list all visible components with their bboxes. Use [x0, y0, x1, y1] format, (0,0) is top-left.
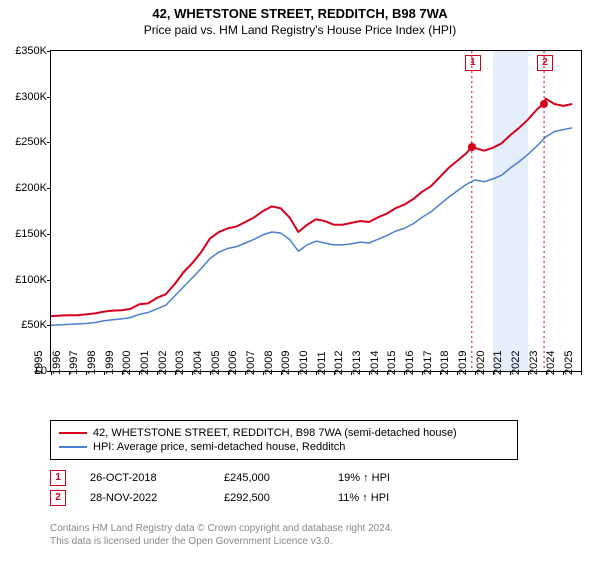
x-tick-label: 1996 [51, 351, 63, 375]
y-tick-label: £200K [15, 182, 47, 194]
x-tick-label: 1997 [68, 351, 80, 375]
x-tick-label: 2002 [157, 351, 169, 375]
sale-marker-box: 2 [537, 55, 553, 71]
x-tick-label: 2009 [280, 351, 292, 375]
y-tick-label: £150K [15, 228, 47, 240]
x-tick-label: 2025 [563, 351, 575, 375]
sales-row: 2 28-NOV-2022 £292,500 11% ↑ HPI [50, 490, 390, 506]
x-tick-label: 2020 [475, 351, 487, 375]
sales-row-marker: 1 [50, 470, 66, 486]
chart-title: 42, WHETSTONE STREET, REDDITCH, B98 7WA [0, 6, 600, 21]
x-tick-label: 2022 [510, 351, 522, 375]
sales-row-price: £292,500 [224, 492, 314, 504]
sale-marker-box: 1 [465, 55, 481, 71]
x-tick-label: 2024 [545, 351, 557, 375]
x-tick-label: 2004 [192, 351, 204, 375]
y-tick-label: £50K [21, 319, 47, 331]
x-tick-label: 2023 [528, 351, 540, 375]
x-tick-label: 2008 [263, 351, 275, 375]
legend-label: 42, WHETSTONE STREET, REDDITCH, B98 7WA … [93, 427, 457, 439]
sales-row-price: £245,000 [224, 472, 314, 484]
x-tick-label: 2007 [245, 351, 257, 375]
series-line [51, 128, 572, 325]
x-tick-label: 2001 [139, 351, 151, 375]
x-tick-label: 2012 [333, 351, 345, 375]
legend-row: 42, WHETSTONE STREET, REDDITCH, B98 7WA … [59, 427, 509, 439]
sales-row-marker: 2 [50, 490, 66, 506]
y-tick-label: £100K [15, 274, 47, 286]
y-tick-label: £300K [15, 91, 47, 103]
x-tick-label: 2005 [210, 351, 222, 375]
x-tick-label: 2006 [227, 351, 239, 375]
legend-label: HPI: Average price, semi-detached house,… [93, 441, 345, 453]
sales-row-delta: 19% ↑ HPI [338, 472, 390, 484]
plot-svg [51, 51, 581, 371]
x-tick-label: 2019 [457, 351, 469, 375]
sales-table: 1 26-OCT-2018 £245,000 19% ↑ HPI 2 28-NOV-202… [50, 466, 390, 510]
footer-line-2: This data is licensed under the Open Gov… [50, 535, 393, 548]
sale-point-dot [540, 100, 548, 108]
x-tick-label: 2014 [369, 351, 381, 375]
chart-subtitle: Price paid vs. HM Land Registry's House … [0, 23, 600, 37]
x-tick-label: 1998 [86, 351, 98, 375]
legend-swatch [59, 446, 87, 448]
footer: Contains HM Land Registry data © Crown c… [50, 522, 393, 548]
series-line [51, 99, 572, 317]
x-tick-label: 2017 [422, 351, 434, 375]
x-tick-label: 2003 [174, 351, 186, 375]
y-tick-label: £250K [15, 136, 47, 148]
legend: 42, WHETSTONE STREET, REDDITCH, B98 7WA … [50, 420, 518, 460]
legend-swatch [59, 432, 87, 434]
sale-point-dot [468, 143, 476, 151]
sales-row: 1 26-OCT-2018 £245,000 19% ↑ HPI [50, 470, 390, 486]
footer-line-1: Contains HM Land Registry data © Crown c… [50, 522, 393, 535]
y-tick-label: £350K [15, 45, 47, 57]
x-tick-label: 2010 [298, 351, 310, 375]
x-tick-label: 2015 [386, 351, 398, 375]
x-tick-label: 2000 [121, 351, 133, 375]
x-tick-label: 1999 [104, 351, 116, 375]
sales-row-date: 28-NOV-2022 [90, 492, 200, 504]
x-tick-label: 2011 [316, 351, 328, 375]
legend-row: HPI: Average price, semi-detached house,… [59, 441, 509, 453]
x-tick-label: 2021 [492, 351, 504, 375]
sales-row-date: 26-OCT-2018 [90, 472, 200, 484]
x-tick-label: 2013 [351, 351, 363, 375]
x-tick-label: 2016 [404, 351, 416, 375]
x-tick-label: 1995 [33, 351, 45, 375]
x-tick-label: 2018 [439, 351, 451, 375]
plot-area: £0£50K£100K£150K£200K£250K£300K£350K1995… [50, 50, 582, 372]
sales-row-delta: 11% ↑ HPI [338, 492, 389, 504]
